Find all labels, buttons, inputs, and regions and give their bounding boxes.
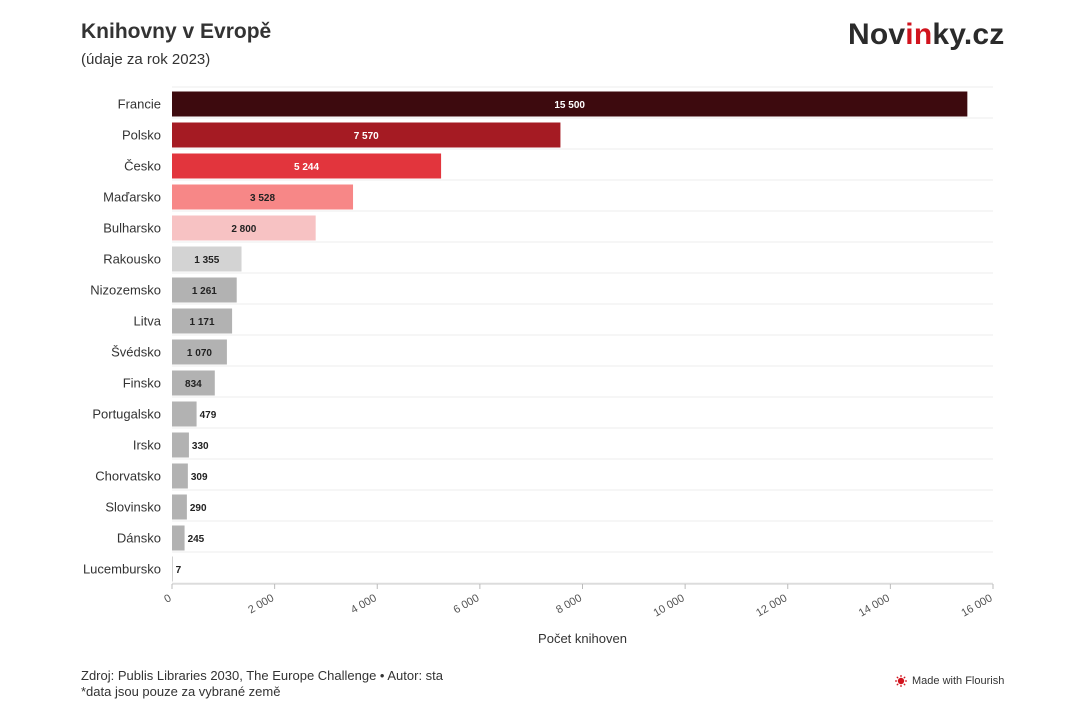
x-tick-label: 12 000 xyxy=(754,592,789,619)
category-label: Dánsko xyxy=(117,531,161,546)
category-label: Rakousko xyxy=(103,252,161,267)
category-label: Bulharsko xyxy=(103,221,161,236)
value-label: 479 xyxy=(200,410,217,421)
value-label: 5 244 xyxy=(294,162,319,173)
bar xyxy=(172,401,197,427)
bar xyxy=(172,525,185,551)
bar xyxy=(172,370,215,396)
category-label: Finsko xyxy=(123,376,161,391)
bar xyxy=(172,184,354,210)
bar-chart: 0 2 000 4 000 6 000 8 000 10 000 12 000 14 000 1… xyxy=(83,86,995,646)
chart-footer: Zdroj: Publis Libraries 2030, The Europe… xyxy=(81,668,443,700)
bar xyxy=(172,246,242,272)
value-label: 309 xyxy=(191,472,208,483)
flourish-credit[interactable]: Made with Flourish xyxy=(895,675,1004,687)
flourish-icon xyxy=(895,675,907,687)
data-note: *data jsou pouze za vybrané země xyxy=(81,684,281,699)
value-label: 1 171 xyxy=(190,317,215,328)
brand-logo-suffix: ky.cz xyxy=(932,18,1005,51)
source-note: Zdroj: Publis Libraries 2030, The Europe… xyxy=(81,668,444,683)
value-label: 330 xyxy=(192,441,209,452)
bar xyxy=(172,308,233,334)
bar xyxy=(172,153,442,179)
bar xyxy=(172,463,188,489)
x-tick-label: 16 000 xyxy=(959,592,994,619)
brand-logo-prefix: Nov xyxy=(848,18,906,51)
x-tick-label: 0 xyxy=(162,592,173,605)
value-label: 2 800 xyxy=(231,224,256,235)
value-label: 7 xyxy=(176,565,182,576)
category-label: Portugalsko xyxy=(92,407,161,422)
x-tick-label: 2 000 xyxy=(246,592,276,616)
bar xyxy=(172,339,227,365)
bar xyxy=(172,432,189,458)
category-label: Slovinsko xyxy=(105,500,161,515)
bar xyxy=(172,556,173,582)
x-tick-label: 4 000 xyxy=(349,592,379,616)
x-axis-label: Počet knihoven xyxy=(538,631,627,646)
value-label: 290 xyxy=(190,503,207,514)
value-label: 15 500 xyxy=(554,100,585,111)
chart-title: Knihovny v Evropě xyxy=(81,20,272,43)
chart-subtitle: (údaje za rok 2023) xyxy=(81,51,211,68)
x-tick-label: 8 000 xyxy=(554,592,584,616)
category-label: Česko xyxy=(124,159,161,174)
x-tick-label: 6 000 xyxy=(452,592,482,616)
value-label: 1 355 xyxy=(194,255,219,266)
category-label: Chorvatsko xyxy=(95,469,161,484)
category-label: Irsko xyxy=(133,438,161,453)
category-label: Maďarsko xyxy=(103,190,161,205)
flourish-label: Made with Flourish xyxy=(912,675,1005,687)
category-label: Lucembursko xyxy=(83,562,161,577)
brand-logo[interactable]: Novinky.cz xyxy=(848,18,1005,52)
category-label: Francie xyxy=(118,97,161,112)
value-label: 245 xyxy=(188,534,205,545)
value-label: 834 xyxy=(185,379,202,390)
bar xyxy=(172,215,316,241)
bar xyxy=(172,494,187,520)
value-label: 1 261 xyxy=(192,286,217,297)
bar xyxy=(172,122,561,148)
value-label: 3 528 xyxy=(250,193,275,204)
value-label: 7 570 xyxy=(354,131,379,142)
x-tick-label: 10 000 xyxy=(651,592,686,619)
brand-logo-accent: in xyxy=(905,18,933,51)
category-label: Švédsko xyxy=(111,345,161,360)
category-label: Nizozemsko xyxy=(90,283,161,298)
category-label: Polsko xyxy=(122,128,161,143)
x-tick-label: 14 000 xyxy=(857,592,892,619)
category-label: Litva xyxy=(134,314,162,329)
value-label: 1 070 xyxy=(187,348,212,359)
bar xyxy=(172,91,968,117)
bar xyxy=(172,277,237,303)
